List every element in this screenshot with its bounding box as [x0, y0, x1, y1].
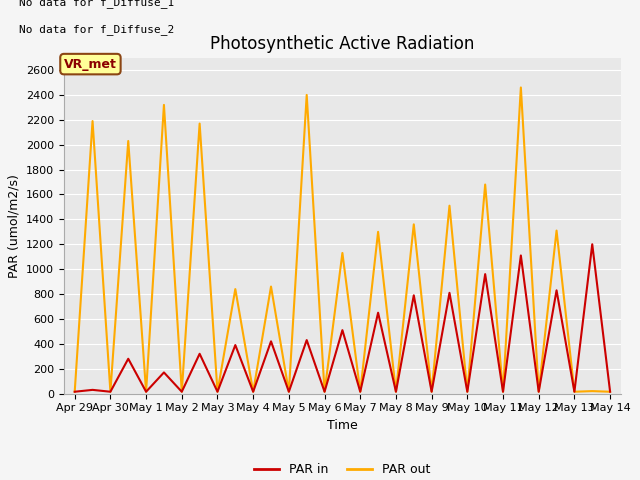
Y-axis label: PAR (umol/m2/s): PAR (umol/m2/s)	[8, 174, 20, 277]
X-axis label: Time: Time	[327, 419, 358, 432]
Text: VR_met: VR_met	[64, 58, 117, 71]
Title: Photosynthetic Active Radiation: Photosynthetic Active Radiation	[210, 35, 475, 53]
Text: No data for f_Diffuse_2: No data for f_Diffuse_2	[19, 24, 175, 35]
Text: No data for f_Diffuse_1: No data for f_Diffuse_1	[19, 0, 175, 8]
Legend: PAR in, PAR out: PAR in, PAR out	[249, 458, 436, 480]
